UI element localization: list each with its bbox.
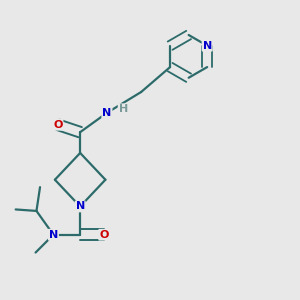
Text: N: N xyxy=(49,230,58,240)
Text: N: N xyxy=(102,108,112,118)
Text: H: H xyxy=(118,104,128,114)
Text: O: O xyxy=(53,120,62,130)
Text: O: O xyxy=(99,230,109,240)
Text: N: N xyxy=(76,202,85,212)
Text: N: N xyxy=(202,41,212,51)
